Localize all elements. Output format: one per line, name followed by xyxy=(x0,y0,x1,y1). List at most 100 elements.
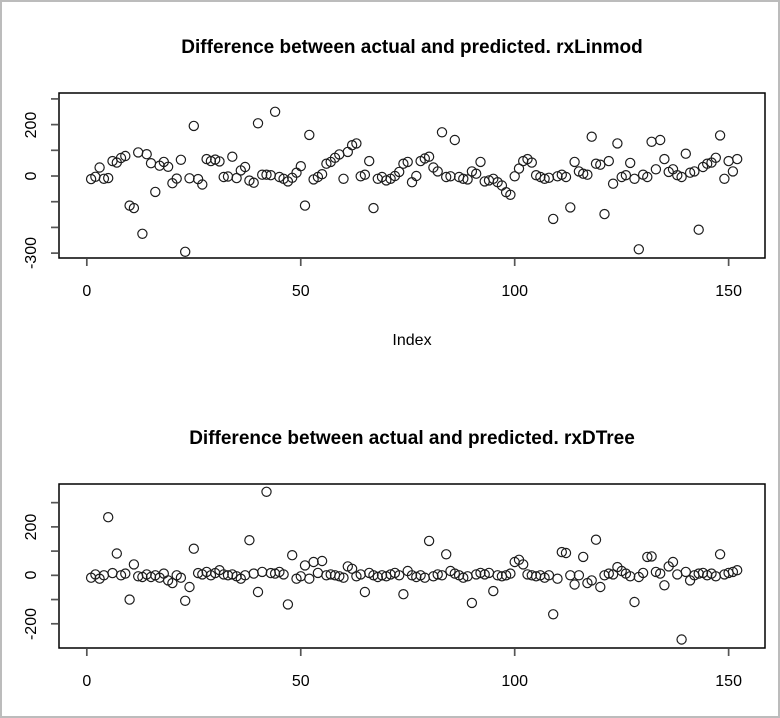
data-point xyxy=(132,147,144,158)
data-point xyxy=(680,148,692,159)
data-point xyxy=(423,535,435,547)
data-point xyxy=(479,569,490,580)
data-point xyxy=(732,565,743,576)
data-point xyxy=(582,169,593,180)
data-point xyxy=(458,173,469,184)
data-point xyxy=(248,568,259,579)
data-point xyxy=(137,228,148,239)
data-point xyxy=(714,130,726,141)
data-point xyxy=(689,166,700,177)
data-point xyxy=(175,154,187,165)
data-point xyxy=(629,596,640,608)
data-point xyxy=(295,160,306,172)
data-point xyxy=(471,168,482,179)
x-tick-label: 100 xyxy=(501,673,529,690)
data-point xyxy=(128,559,140,570)
data-point xyxy=(599,208,610,220)
data-point xyxy=(184,173,195,184)
x-tick-label: 100 xyxy=(501,283,529,300)
data-point xyxy=(710,152,722,163)
data-point xyxy=(556,546,568,558)
x-axis-label-index: Index xyxy=(392,332,432,349)
x-tick-label: 50 xyxy=(291,283,310,300)
data-point xyxy=(620,169,632,181)
data-point xyxy=(590,534,602,545)
y-tick-label: 200 xyxy=(23,513,40,541)
data-point xyxy=(565,570,576,581)
data-point xyxy=(723,155,734,167)
data-point xyxy=(167,577,178,589)
data-point xyxy=(578,551,589,563)
data-point xyxy=(432,166,443,177)
data-point xyxy=(719,173,730,184)
data-point xyxy=(141,148,152,160)
data-point xyxy=(667,556,679,568)
data-point xyxy=(714,549,726,560)
data-point xyxy=(175,572,187,583)
data-point xyxy=(304,573,315,584)
x-tick-label: 0 xyxy=(82,283,92,300)
data-point xyxy=(565,202,576,213)
data-point xyxy=(646,551,657,562)
data-point xyxy=(676,634,687,645)
data-point xyxy=(252,586,264,598)
data-point xyxy=(120,568,131,579)
plot-box xyxy=(58,92,766,259)
data-point xyxy=(257,566,268,578)
data-point xyxy=(436,127,448,138)
data-point xyxy=(603,155,615,167)
data-point xyxy=(441,171,452,183)
x-tick-label: 150 xyxy=(715,283,742,300)
data-point xyxy=(402,156,413,168)
data-point xyxy=(111,548,123,559)
data-point xyxy=(646,136,657,147)
data-point xyxy=(150,186,161,198)
data-point xyxy=(398,589,409,600)
data-point xyxy=(188,120,199,132)
data-point xyxy=(248,177,259,188)
data-point xyxy=(548,609,559,620)
data-point xyxy=(603,568,615,579)
data-point xyxy=(526,157,538,168)
data-point xyxy=(659,153,670,165)
data-point xyxy=(316,555,328,567)
data-point xyxy=(334,571,345,582)
data-point xyxy=(680,566,692,578)
data-point xyxy=(145,157,157,169)
data-point xyxy=(488,585,499,597)
data-point xyxy=(595,159,606,170)
y-tick-label: 200 xyxy=(23,111,40,138)
data-point xyxy=(676,171,687,183)
data-point xyxy=(218,171,229,183)
data-point xyxy=(102,172,114,184)
data-point xyxy=(449,134,460,146)
data-point xyxy=(727,166,739,177)
data-point xyxy=(338,173,349,184)
data-point xyxy=(466,597,478,609)
data-point xyxy=(586,575,597,586)
data-point xyxy=(552,573,563,584)
data-point xyxy=(338,572,349,583)
data-point xyxy=(509,171,520,182)
data-point xyxy=(684,167,696,178)
data-point xyxy=(543,570,555,581)
data-point xyxy=(406,176,418,188)
x-tick-label: 50 xyxy=(291,673,310,690)
data-point xyxy=(702,158,713,169)
x-tick-label: 150 xyxy=(715,673,742,690)
data-point xyxy=(625,157,636,169)
data-point xyxy=(655,134,666,146)
data-point xyxy=(261,486,272,497)
data-point xyxy=(492,570,503,581)
data-point xyxy=(102,512,114,523)
bottom-chart-title: Difference between actual and predicted.… xyxy=(189,428,635,449)
data-point xyxy=(120,150,131,162)
data-point xyxy=(261,169,272,180)
data-point xyxy=(548,213,559,225)
data-point xyxy=(282,599,294,610)
data-point xyxy=(462,174,473,185)
data-point xyxy=(505,189,516,200)
data-point xyxy=(188,543,199,554)
data-point xyxy=(368,202,379,214)
data-point xyxy=(364,155,375,167)
